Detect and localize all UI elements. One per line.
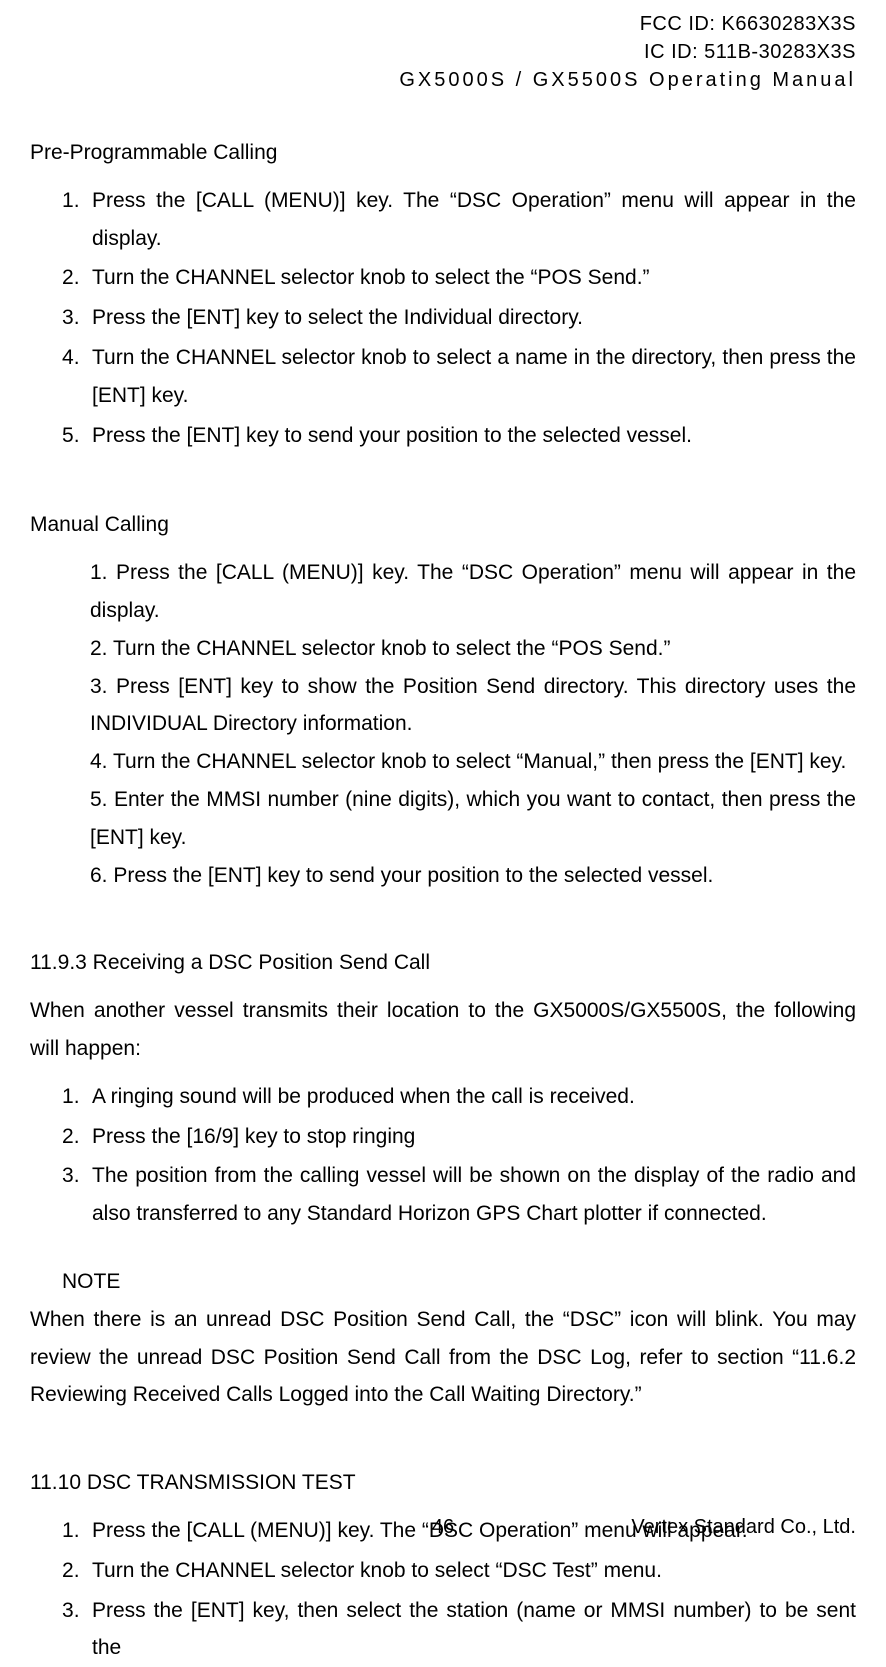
ic-id: IC ID: 511B-30283X3S <box>30 38 856 66</box>
manual-title: GX5000S / GX5500S Operating Manual <box>30 66 856 94</box>
manual-calling-block: 1. Press the [CALL (MENU)] key. The “DSC… <box>30 554 856 894</box>
fcc-id: FCC ID: K6630283X3S <box>30 10 856 38</box>
note-label: NOTE <box>30 1263 856 1301</box>
receiving-title: 11.9.3 Receiving a DSC Position Send Cal… <box>30 944 856 982</box>
list-item: Turn the CHANNEL selector knob to select… <box>62 1552 856 1590</box>
list-item: The position from the calling vessel wil… <box>62 1157 856 1233</box>
note-text: When there is an unread DSC Position Sen… <box>30 1301 856 1414</box>
company-name: Vertex Standard Co., Ltd. <box>631 1516 856 1539</box>
pre-programmable-title: Pre-Programmable Calling <box>30 134 856 172</box>
list-item: 1. Press the [CALL (MENU)] key. The “DSC… <box>90 554 856 630</box>
list-item: 2. Turn the CHANNEL selector knob to sel… <box>90 630 856 668</box>
pre-programmable-list: Press the [CALL (MENU)] key. The “DSC Op… <box>30 182 856 455</box>
page-number: 46 <box>432 1516 454 1539</box>
list-item: 3. Press [ENT] key to show the Position … <box>90 668 856 744</box>
list-item: 5. Enter the MMSI number (nine digits), … <box>90 781 856 857</box>
list-item: Press the [ENT] key, then select the sta… <box>62 1592 856 1667</box>
transmission-test-title: 11.10 DSC TRANSMISSION TEST <box>30 1464 856 1502</box>
list-item: Press the [CALL (MENU)] key. The “DSC Op… <box>62 182 856 258</box>
list-item: Press the [ENT] key to select the Indivi… <box>62 299 856 337</box>
receiving-intro: When another vessel transmits their loca… <box>30 992 856 1068</box>
list-item: 6. Press the [ENT] key to send your posi… <box>90 857 856 895</box>
list-item: Turn the CHANNEL selector knob to select… <box>62 339 856 415</box>
manual-calling-title: Manual Calling <box>30 506 856 544</box>
receiving-list: A ringing sound will be produced when th… <box>30 1078 856 1233</box>
list-item: Press the [ENT] key to send your positio… <box>62 417 856 455</box>
list-item: Turn the CHANNEL selector knob to select… <box>62 259 856 297</box>
document-footer: 46 Vertex Standard Co., Ltd. <box>30 1516 856 1539</box>
list-item: 4. Turn the CHANNEL selector knob to sel… <box>90 743 856 781</box>
document-header: FCC ID: K6630283X3S IC ID: 511B-30283X3S… <box>30 10 856 94</box>
list-item: Press the [16/9] key to stop ringing <box>62 1118 856 1156</box>
list-item: A ringing sound will be produced when th… <box>62 1078 856 1116</box>
